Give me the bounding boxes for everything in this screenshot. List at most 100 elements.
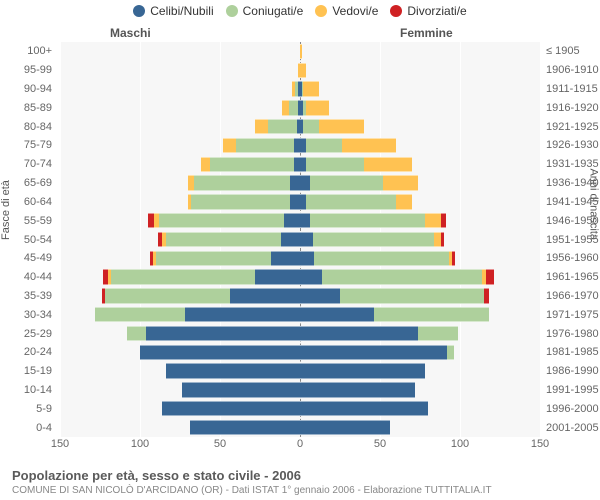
bar-segment xyxy=(306,157,364,172)
bar-segment xyxy=(289,100,299,115)
birth-year-label: 2001-2005 xyxy=(546,423,599,434)
bar-segment xyxy=(300,307,374,322)
legend-item: Vedovi/e xyxy=(315,4,378,18)
bar-segment xyxy=(191,194,290,209)
male-bar xyxy=(162,401,300,416)
female-bar xyxy=(300,63,306,78)
bar-segment xyxy=(303,81,319,96)
age-label: 20-24 xyxy=(24,347,52,358)
age-label: 45-49 xyxy=(24,253,52,264)
legend-item: Divorziati/e xyxy=(390,4,466,18)
bar-segment xyxy=(310,175,384,190)
female-bar xyxy=(300,288,489,303)
bar-segment xyxy=(255,119,268,134)
bar-segment xyxy=(300,345,447,360)
x-tick-label: 150 xyxy=(51,438,69,450)
bar-segment xyxy=(166,363,300,378)
legend-swatch xyxy=(390,5,402,17)
pyramid-row xyxy=(60,401,540,416)
bar-segment xyxy=(230,288,300,303)
bar-segment xyxy=(127,326,146,341)
legend-label: Coniugati/e xyxy=(243,4,304,18)
birth-year-label: 1971-1975 xyxy=(546,310,599,321)
birth-year-label: 1981-1985 xyxy=(546,347,599,358)
pyramid-row xyxy=(60,363,540,378)
footer-subtitle: COMUNE DI SAN NICOLÒ D'ARCIDANO (OR) - D… xyxy=(12,485,588,496)
pyramid-row xyxy=(60,213,540,228)
age-label: 55-59 xyxy=(24,216,52,227)
male-bar xyxy=(223,138,300,153)
bar-segment xyxy=(310,213,425,228)
bar-segment xyxy=(185,307,300,322)
bar-segment xyxy=(300,251,314,266)
bar-segment xyxy=(290,175,300,190)
male-bar xyxy=(148,213,300,228)
age-label: 100+ xyxy=(27,46,52,57)
bar-segment xyxy=(300,44,302,59)
legend-item: Celibi/Nubili xyxy=(133,4,213,18)
birth-year-label: 1921-1925 xyxy=(546,122,599,133)
birth-year-label: 1961-1965 xyxy=(546,272,599,283)
birth-year-label: 1951-1955 xyxy=(546,235,599,246)
age-label: 35-39 xyxy=(24,291,52,302)
chart-footer: Popolazione per età, sesso e stato civil… xyxy=(12,468,588,496)
bar-segment xyxy=(306,100,328,115)
male-bar xyxy=(255,119,300,134)
legend-label: Divorziati/e xyxy=(407,4,466,18)
plot-area xyxy=(60,42,540,437)
bar-segment xyxy=(162,401,300,416)
bar-segment xyxy=(146,326,300,341)
bar-segment xyxy=(452,251,455,266)
pyramid-row xyxy=(60,63,540,78)
female-bar xyxy=(300,81,319,96)
age-label: 80-84 xyxy=(24,122,52,133)
birth-year-label: 1996-2000 xyxy=(546,404,599,415)
pyramid-row xyxy=(60,251,540,266)
pyramid-row xyxy=(60,81,540,96)
legend-label: Vedovi/e xyxy=(332,4,378,18)
female-bar xyxy=(300,382,415,397)
pyramid-row xyxy=(60,420,540,435)
pyramid-row xyxy=(60,138,540,153)
age-label: 5-9 xyxy=(36,404,52,415)
bar-segment xyxy=(441,213,446,228)
legend-swatch xyxy=(315,5,327,17)
bar-segment xyxy=(441,232,444,247)
bar-segment xyxy=(342,138,396,153)
bar-segment xyxy=(271,251,300,266)
bar-segment xyxy=(201,157,211,172)
female-bar xyxy=(300,100,329,115)
bar-segment xyxy=(314,251,448,266)
age-label: 60-64 xyxy=(24,197,52,208)
pyramid-row xyxy=(60,345,540,360)
female-bar xyxy=(300,232,444,247)
bar-segment xyxy=(284,213,300,228)
female-bar xyxy=(300,420,390,435)
male-bar xyxy=(282,100,300,115)
female-bar xyxy=(300,401,428,416)
bar-segment xyxy=(156,251,271,266)
legend-label: Celibi/Nubili xyxy=(150,4,213,18)
age-label: 25-29 xyxy=(24,329,52,340)
age-label: 10-14 xyxy=(24,385,52,396)
bar-segment xyxy=(484,288,489,303)
male-bar xyxy=(158,232,300,247)
birth-year-label: 1936-1940 xyxy=(546,178,599,189)
male-bar xyxy=(140,345,300,360)
pyramid-row xyxy=(60,100,540,115)
age-label: 15-19 xyxy=(24,366,52,377)
bar-segment xyxy=(383,175,418,190)
male-bar xyxy=(182,382,300,397)
male-bar xyxy=(190,420,300,435)
x-tick-label: 50 xyxy=(374,438,386,450)
male-bar xyxy=(188,175,300,190)
bar-segment xyxy=(111,269,255,284)
female-bar xyxy=(300,345,454,360)
bar-segment xyxy=(364,157,412,172)
male-bar xyxy=(95,307,300,322)
bar-segment xyxy=(300,401,428,416)
birth-year-label: 1911-1915 xyxy=(546,84,598,95)
female-bar xyxy=(300,326,458,341)
pyramid-row xyxy=(60,232,540,247)
bar-segment xyxy=(300,269,322,284)
